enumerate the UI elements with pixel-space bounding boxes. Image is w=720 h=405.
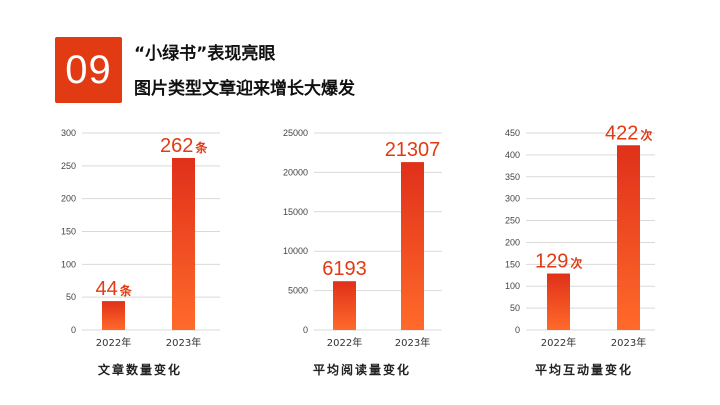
x-tick-label: 2023年 — [166, 336, 201, 349]
y-tick-label: 200 — [61, 194, 76, 204]
data-label: 129 次 — [535, 251, 582, 273]
data-label: 6193 — [322, 258, 367, 280]
y-tick-label: 15000 — [283, 207, 308, 217]
y-tick-label: 300 — [61, 128, 76, 138]
y-tick-label: 100 — [505, 281, 520, 291]
bar — [102, 301, 125, 330]
y-tick-label: 20000 — [283, 167, 308, 177]
page-title-line2: 图片类型文章迎来增长大爆发 — [134, 79, 355, 99]
y-tick-label: 0 — [303, 325, 308, 335]
bar — [333, 281, 356, 330]
data-label: 422 次 — [605, 122, 652, 144]
chart-svg: 0 50 100 150 200 250 300 2022年 44 条 2023年 262 条 — [61, 128, 220, 349]
y-tick-label: 25000 — [283, 128, 308, 138]
x-tick-label: 2022年 — [327, 336, 362, 349]
y-tick-label: 50 — [66, 292, 76, 302]
data-label: 21307 — [385, 139, 441, 161]
x-tick-label: 2023年 — [395, 336, 430, 349]
chart-caption: 文章数量变化 — [98, 363, 183, 377]
y-tick-label: 350 — [505, 172, 520, 182]
y-tick-label: 400 — [505, 150, 520, 160]
avg-reads-chart: 0 5000 10000 15000 20000 25000 2022年 6193 2023年 2… — [270, 118, 500, 398]
bar — [172, 157, 195, 330]
y-tick-label: 450 — [505, 128, 520, 138]
y-tick-label: 0 — [515, 325, 520, 335]
y-tick-label: 5000 — [288, 286, 308, 296]
page-title-line1: “小绿书”表现亮眼 — [134, 44, 276, 64]
bar — [401, 162, 424, 330]
chart-svg: 0 5000 10000 15000 20000 25000 2022年 6193 2023年 2… — [283, 128, 442, 349]
chart-caption: 平均互动量变化 — [535, 363, 634, 377]
y-tick-label: 0 — [71, 325, 76, 335]
y-tick-label: 250 — [61, 161, 76, 171]
avg-interactions-chart: 0 50 100 150 200 250 300 350 400 450 2022年 129 次 2023… — [485, 118, 715, 398]
y-tick-label: 150 — [505, 259, 520, 269]
section-number-badge: 09 — [55, 37, 122, 103]
y-tick-label: 100 — [61, 259, 76, 269]
data-label: 44 条 — [96, 278, 133, 300]
x-tick-label: 2022年 — [96, 336, 131, 349]
y-tick-label: 50 — [510, 303, 520, 313]
y-tick-label: 10000 — [283, 246, 308, 256]
x-tick-label: 2022年 — [541, 336, 576, 349]
data-label: 262 条 — [160, 135, 208, 157]
bar — [617, 145, 640, 330]
article-count-chart: 0 50 100 150 200 250 300 2022年 44 条 2023年 262 条 文章数量… — [50, 118, 280, 398]
chart-caption: 平均阅读量变化 — [313, 363, 412, 377]
y-tick-label: 300 — [505, 194, 520, 204]
y-tick-label: 200 — [505, 237, 520, 247]
x-tick-label: 2023年 — [611, 336, 646, 349]
chart-svg: 0 50 100 150 200 250 300 350 400 450 2022年 129 次 2023… — [505, 122, 655, 349]
y-tick-label: 250 — [505, 216, 520, 226]
y-tick-label: 150 — [61, 227, 76, 237]
bar — [547, 273, 570, 330]
